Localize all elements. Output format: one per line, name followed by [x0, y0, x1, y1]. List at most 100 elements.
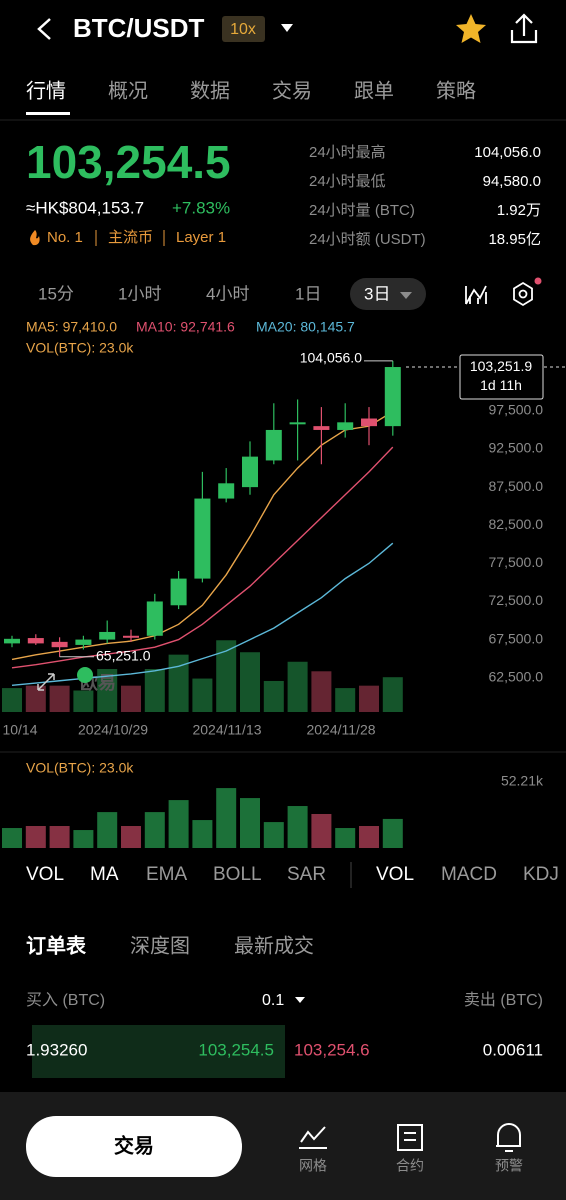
candle-body [361, 418, 377, 427]
volume-bar [168, 800, 189, 848]
interval[interactable]: 15分 [38, 284, 74, 303]
order-tab[interactable]: 深度图 [130, 934, 190, 957]
indicator-icon[interactable] [465, 285, 487, 305]
vol-label: VOL(BTC): 23.0k [26, 340, 134, 356]
indicator-tab[interactable]: EMA [146, 864, 188, 885]
volume-bar [359, 826, 379, 848]
ma20-line [11, 542, 394, 687]
volume-bar [311, 813, 332, 848]
indicator-tab[interactable]: MA [90, 864, 119, 885]
y-tick-label: 87,500.0 [489, 478, 544, 494]
trade-button-label[interactable]: 交易 [114, 1133, 154, 1157]
interval[interactable]: 4小时 [206, 284, 249, 303]
precision[interactable]: 0.1 [262, 992, 284, 1009]
candle-body [170, 578, 187, 606]
candle-body [265, 429, 282, 461]
volume-bar [2, 828, 22, 848]
nav-label[interactable]: 网格 [299, 1158, 327, 1174]
alert-icon[interactable] [496, 1123, 521, 1152]
favorite-icon[interactable] [456, 14, 486, 43]
volume-bar [2, 688, 22, 712]
expand-icon[interactable] [37, 673, 55, 691]
volume-bar [49, 826, 70, 848]
candle-body [289, 422, 306, 425]
bid-price: 103,254.5 [198, 1040, 274, 1059]
interval[interactable]: 1日 [295, 284, 321, 303]
indicator-tab[interactable]: VOL [26, 864, 64, 885]
precision-dropdown[interactable] [295, 997, 305, 1003]
high-label: 104,056.0 [300, 350, 362, 366]
dropdown-icon[interactable] [281, 24, 293, 32]
tag[interactable]: 主流币 [108, 229, 153, 246]
sub-indicator-tab[interactable]: MACD [441, 864, 497, 885]
interval-dropdown[interactable] [400, 292, 412, 299]
pair[interactable]: BTC/USDT [73, 13, 205, 43]
sub-indicator-tab[interactable]: VOL [376, 864, 414, 885]
candle-body [4, 638, 20, 644]
last-price: 103,254.5 [26, 136, 231, 188]
candle-body [146, 601, 163, 636]
tab[interactable]: 策略 [436, 79, 476, 102]
tag[interactable]: No. 1 [47, 229, 83, 246]
volume-bar [192, 678, 213, 712]
candle-body [313, 426, 330, 430]
settings-icon[interactable] [513, 281, 533, 307]
candle-body [194, 498, 211, 579]
candle-body [99, 631, 116, 640]
volume-bar [144, 812, 165, 848]
volume-bar [263, 822, 284, 848]
interval[interactable]: 3日 [364, 284, 390, 303]
tab[interactable]: 概况 [108, 79, 148, 102]
bid-depth [32, 1025, 285, 1078]
trade-button[interactable] [26, 1116, 242, 1177]
ask-header: 卖出 (BTC) [464, 991, 543, 1009]
volume-bar [287, 806, 308, 848]
nav-label[interactable]: 预警 [495, 1158, 523, 1174]
y-tick-label: 72,500.0 [489, 592, 544, 608]
tab[interactable]: 交易 [272, 79, 312, 102]
vol-max-label: 52.21k [501, 773, 544, 789]
order-tab[interactable]: 最新成交 [234, 934, 314, 957]
candle-body [123, 635, 139, 638]
ma5-label: MA5: 97,410.0 [26, 319, 117, 335]
volume-bar [49, 685, 70, 712]
volume-bar [335, 828, 356, 848]
stat-value: 1.92万 [497, 202, 541, 219]
ma5-line [11, 410, 394, 661]
nav-label[interactable]: 合约 [396, 1158, 424, 1174]
y-tick-label: 67,500.0 [489, 630, 544, 646]
y-tick-label: 92,500.0 [489, 440, 544, 456]
tag[interactable]: Layer 1 [176, 229, 226, 246]
sub-indicator-tab[interactable]: KDJ [523, 864, 559, 885]
volume-bar [192, 820, 213, 848]
indicator-tab[interactable]: SAR [287, 864, 326, 885]
contract-icon[interactable] [397, 1124, 423, 1151]
candle-body [337, 422, 354, 430]
volume-bar [73, 690, 94, 712]
back-icon[interactable] [37, 18, 51, 40]
interval[interactable]: 1小时 [118, 284, 161, 303]
volume-bar [382, 818, 403, 848]
candle-body [218, 483, 235, 499]
volume-bar [240, 652, 260, 712]
tab[interactable]: 数据 [190, 79, 230, 102]
tab[interactable]: 跟单 [354, 79, 394, 102]
order-tab[interactable]: 订单表 [26, 933, 87, 957]
grid-icon[interactable] [299, 1126, 327, 1149]
ma10-label: MA10: 92,741.6 [136, 319, 235, 335]
tab[interactable]: 行情 [26, 79, 66, 102]
volume-bar [216, 788, 237, 848]
b-badge [77, 667, 93, 683]
hkd-price: ≈HK$804,153.7 [26, 198, 144, 217]
stat-value: 94,580.0 [483, 173, 541, 190]
y-tick-label: 62,500.0 [489, 668, 544, 684]
volume-bar [335, 688, 356, 712]
last-price-box [459, 354, 544, 400]
countdown: 1d 11h [480, 377, 522, 393]
share-icon[interactable] [510, 13, 538, 44]
candle-body [27, 638, 44, 644]
leverage-badge [222, 16, 265, 42]
indicator-tab[interactable]: BOLL [213, 864, 262, 885]
